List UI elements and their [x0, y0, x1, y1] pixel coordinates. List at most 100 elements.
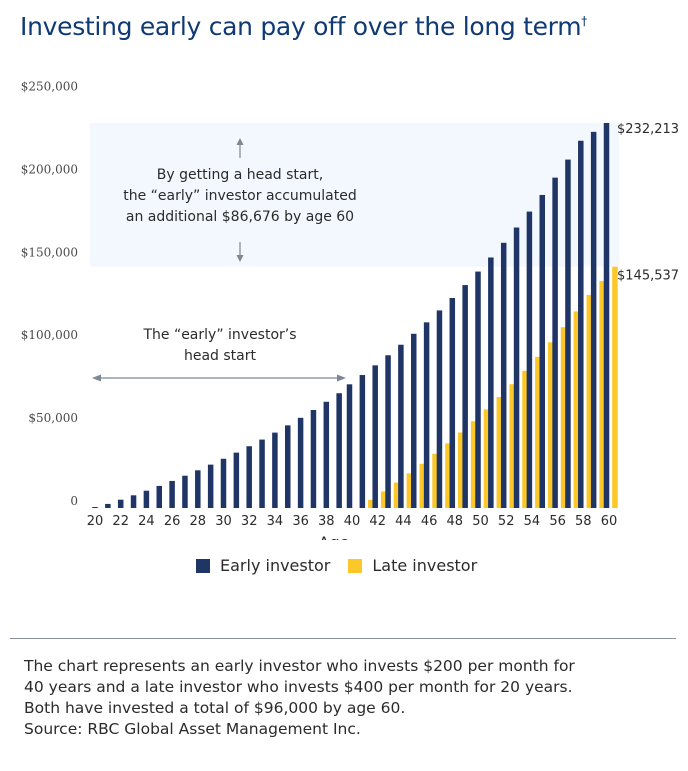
footnote-line: 40 years and a late investor who invests…: [24, 678, 573, 696]
y-tick-label: $50,000: [28, 411, 78, 425]
bar-early: [526, 211, 533, 508]
bar-early: [513, 227, 520, 508]
annotations-layer: $232,213 $145,537 By getting a head start,…: [92, 122, 679, 382]
bar-early: [220, 458, 227, 508]
footnote-line: Both have invested a total of $96,000 by…: [24, 699, 406, 717]
x-tick-label: 24: [138, 514, 155, 529]
x-tick-label: 60: [601, 514, 618, 529]
bar-late: [522, 370, 528, 508]
bar-early: [500, 242, 507, 508]
arrow-up-icon: [236, 138, 244, 145]
chart-title: Investing early can pay off over the lon…: [20, 12, 587, 41]
bar-chart: 0 $50,000 $100,000 $150,000 $200,000 $250,000…: [21, 80, 679, 540]
bar-early: [603, 123, 610, 508]
bar-early: [346, 384, 353, 508]
bar-early: [246, 446, 252, 508]
arrow-right-icon: [337, 374, 346, 382]
bar-late: [432, 453, 438, 508]
gain-annotation-line: the “early” investor accumulated: [123, 188, 357, 204]
y-tick-label: $250,000: [21, 80, 78, 94]
bar-early: [105, 503, 111, 508]
bar-early: [117, 499, 124, 508]
end-label-early: $232,213: [617, 122, 679, 137]
bar-late: [406, 473, 413, 508]
x-tick-label: 56: [549, 514, 566, 529]
arrow-left-icon: [92, 374, 101, 382]
x-tick-label: 36: [292, 514, 309, 529]
bar-late: [393, 482, 400, 508]
bar-early: [578, 140, 584, 508]
bar-early: [259, 439, 265, 508]
bar-early: [552, 177, 558, 508]
footnote: The chart represents an early investor w…: [24, 656, 575, 740]
chart-title-text: Investing early can pay off over the lon…: [20, 12, 582, 41]
bar-early: [92, 507, 98, 508]
bar-early: [372, 365, 378, 508]
footnote-line: The chart represents an early investor w…: [24, 657, 575, 675]
bar-late: [599, 281, 605, 508]
bar-late: [612, 266, 618, 508]
bar-late: [573, 311, 580, 508]
bar-early: [130, 495, 137, 508]
bar-early: [436, 310, 443, 508]
x-axis: 20 22 24 26 28 30 32 34 36 38 40 42 44 46 48 50 52 54 56 58…: [87, 514, 618, 540]
arrow-down-icon: [236, 255, 244, 262]
legend-swatch-late: [348, 558, 363, 573]
bar-late: [368, 499, 374, 508]
x-tick-label: 30: [215, 514, 232, 529]
x-tick-label: 50: [472, 514, 489, 529]
bar-late: [547, 342, 554, 508]
bar-late: [445, 443, 451, 508]
bar-early: [156, 485, 162, 508]
x-tick-label: 38: [318, 514, 335, 529]
x-tick-label: 54: [524, 514, 541, 529]
bar-early: [297, 417, 304, 508]
bar-early: [143, 490, 150, 508]
y-tick-label: $100,000: [21, 328, 78, 342]
x-tick-label: 40: [344, 514, 361, 529]
legend-label-late: Late investor: [372, 556, 478, 575]
legend-item-late: Late investor: [348, 556, 477, 575]
dagger-footnote-mark: †: [581, 14, 587, 28]
bar-late: [509, 384, 515, 508]
x-axis-label: Age: [319, 533, 350, 540]
bar-early: [539, 194, 545, 509]
bar-early: [285, 425, 291, 508]
bar-late: [496, 397, 503, 508]
bar-late: [560, 327, 567, 508]
bar-early: [272, 432, 278, 508]
bar-early: [398, 344, 404, 508]
bar-early: [195, 470, 201, 508]
x-tick-label: 46: [421, 514, 438, 529]
x-tick-label: 58: [575, 514, 592, 529]
x-tick-label: 48: [447, 514, 464, 529]
bar-late: [470, 421, 477, 508]
bar-early: [488, 257, 494, 508]
legend-item-early: Early investor: [196, 556, 330, 575]
x-tick-label: 34: [267, 514, 284, 529]
bar-early: [462, 285, 468, 508]
gain-annotation-line: an additional $86,676 by age 60: [126, 209, 354, 225]
x-tick-label: 26: [164, 514, 181, 529]
bar-early: [385, 355, 391, 508]
end-label-late: $145,537: [617, 269, 679, 284]
x-tick-label: 42: [369, 514, 386, 529]
x-tick-label: 20: [87, 514, 104, 529]
x-tick-label: 22: [112, 514, 129, 529]
bar-early: [590, 131, 597, 508]
bar-early: [182, 475, 188, 508]
x-tick-label: 52: [498, 514, 515, 529]
bar-early: [565, 159, 571, 508]
bar-late: [586, 294, 592, 508]
gain-annotation-line: By getting a head start,: [157, 167, 323, 183]
legend-label-early: Early investor: [220, 556, 331, 575]
x-tick-label: 32: [241, 514, 258, 529]
bar-late: [419, 463, 425, 508]
head-start-annotation-line: head start: [184, 348, 257, 364]
footnote-source: Source: RBC Global Asset Management Inc.: [24, 720, 361, 738]
y-tick-label: 0: [70, 494, 78, 508]
bar-early: [233, 452, 240, 508]
legend: Early investor Late investor: [196, 556, 477, 575]
bar-early: [449, 298, 456, 508]
head-start-annotation-line: The “early” investor’s: [142, 327, 296, 343]
